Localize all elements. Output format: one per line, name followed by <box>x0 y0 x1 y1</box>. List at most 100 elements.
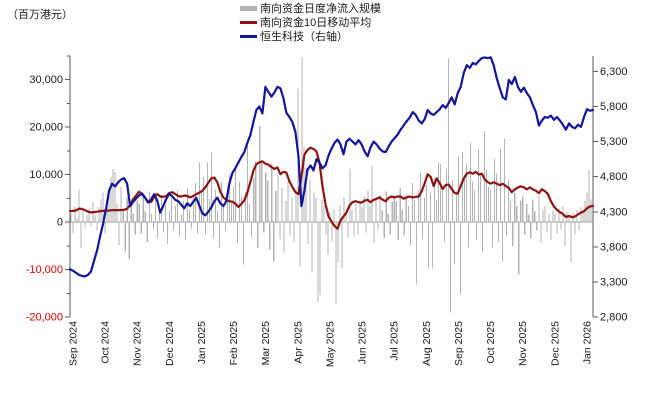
daily-net-inflow-bar <box>558 208 560 223</box>
x-axis-month-label: Apr 2025 <box>292 321 304 364</box>
daily-net-inflow-bar <box>202 177 205 223</box>
daily-net-inflow-bar <box>287 181 289 223</box>
legend: 南向资金日度净流入规模 南向资金10日移动平均 恒生科技（右轴） <box>240 1 381 43</box>
daily-net-inflow-bar <box>335 222 337 304</box>
daily-net-inflow-bar <box>76 217 78 223</box>
daily-net-inflow-bar <box>204 222 207 235</box>
daily-net-inflow-bar <box>508 180 510 223</box>
daily-net-inflow-bar <box>98 206 100 223</box>
daily-net-inflow-bar <box>570 222 572 263</box>
x-axis-month-label: Nov 2025 <box>517 321 529 366</box>
legend-item-daily-net-inflow: 南向资金日度净流入规模 <box>240 1 381 15</box>
daily-net-inflow-bar <box>413 200 415 223</box>
daily-net-inflow-bar <box>536 222 538 231</box>
daily-net-inflow-bar <box>223 206 225 223</box>
daily-net-inflow-bar <box>455 191 458 223</box>
daily-net-inflow-bar <box>409 222 411 245</box>
daily-net-inflow-bar <box>574 222 576 235</box>
daily-net-inflow-bar <box>213 222 215 239</box>
daily-net-inflow-bar <box>447 58 449 223</box>
daily-net-inflow-bar <box>427 222 429 268</box>
daily-net-inflow-bar <box>407 205 409 223</box>
daily-net-inflow-bar <box>184 222 186 241</box>
daily-net-inflow-bar <box>253 177 255 223</box>
daily-net-inflow-bar <box>588 169 590 223</box>
daily-net-inflow-bar <box>419 172 421 223</box>
x-axis-month-label: Jul 2025 <box>389 321 401 361</box>
daily-net-inflow-bar <box>90 222 92 227</box>
southbound-ma10-line <box>68 146 595 230</box>
daily-net-inflow-bar <box>148 191 150 223</box>
daily-net-inflow-bar <box>548 213 550 223</box>
daily-net-inflow-bar <box>323 205 325 223</box>
daily-net-inflow-bar <box>560 222 562 230</box>
daily-net-inflow-bar <box>241 196 243 223</box>
left-axis-tick-label: 20,000 <box>29 122 63 134</box>
daily-net-inflow-bar <box>269 222 271 250</box>
daily-net-inflow-bar <box>263 222 265 233</box>
daily-net-inflow-bar <box>486 168 488 223</box>
daily-net-inflow-bar <box>180 214 182 223</box>
daily-net-inflow-bar <box>249 204 251 223</box>
daily-net-inflow-bar <box>104 222 106 234</box>
daily-net-inflow-bar <box>498 222 500 243</box>
daily-net-inflow-bar <box>251 222 253 238</box>
x-axis-month-label: Jan 2026 <box>581 321 593 364</box>
daily-net-inflow-bar <box>431 222 433 269</box>
x-axis-month-label: Dec 2025 <box>549 321 561 366</box>
daily-net-inflow-bar <box>331 222 333 243</box>
daily-net-inflow-bar <box>512 222 514 246</box>
daily-net-inflow-bar <box>281 187 283 223</box>
daily-net-inflow-bar <box>237 222 239 243</box>
daily-net-inflow-bar <box>206 162 209 223</box>
daily-net-inflow-bar <box>425 185 427 223</box>
daily-net-inflow-bar <box>465 163 468 223</box>
daily-net-inflow-bar <box>200 192 203 223</box>
daily-net-inflow-bar <box>311 222 313 273</box>
daily-net-inflow-bar <box>375 199 377 223</box>
daily-net-inflow-bar <box>359 200 361 223</box>
daily-net-inflow-bar <box>291 197 293 223</box>
daily-net-inflow-bar <box>459 222 462 295</box>
daily-net-inflow-bar <box>275 190 277 223</box>
daily-net-inflow-bar <box>453 222 456 264</box>
daily-net-inflow-bar <box>393 195 395 223</box>
daily-net-inflow-bar <box>321 199 323 223</box>
daily-net-inflow-bar <box>82 211 84 223</box>
daily-net-inflow-bar <box>449 222 452 313</box>
daily-net-inflow-bar <box>144 211 146 223</box>
daily-net-inflow-bar <box>461 151 464 223</box>
daily-net-inflow-bar <box>217 210 219 223</box>
left-axis-tick-label: 10,000 <box>29 169 63 181</box>
daily-net-inflow-bar <box>136 200 138 223</box>
left-axis-tick-label: 30,000 <box>29 74 63 86</box>
daily-net-inflow-bar <box>532 199 534 223</box>
daily-net-inflow-bar <box>341 222 343 269</box>
daily-net-inflow-bar <box>146 222 148 243</box>
daily-net-inflow-bar <box>474 189 476 223</box>
daily-net-inflow-bar <box>554 213 556 223</box>
daily-net-inflow-bar <box>188 209 191 223</box>
daily-net-inflow-bar <box>271 163 273 223</box>
right-axis-tick-label: 5,300 <box>600 136 628 148</box>
daily-net-inflow-bar <box>353 222 355 237</box>
daily-net-inflow-bar <box>289 222 291 236</box>
daily-net-inflow-bar <box>550 222 552 241</box>
daily-net-inflow-bar <box>506 222 508 236</box>
daily-net-inflow-bar <box>74 205 76 223</box>
daily-net-inflow-bar <box>383 222 385 239</box>
daily-net-inflow-bar <box>130 205 132 223</box>
daily-net-inflow-bar <box>170 197 172 223</box>
daily-net-inflow-bar <box>421 222 423 240</box>
daily-net-inflow-bar <box>235 168 237 223</box>
daily-net-inflow-bar <box>349 168 351 223</box>
daily-net-inflow-bar <box>168 210 170 223</box>
daily-net-inflow-bar <box>279 222 281 240</box>
daily-net-inflow-bar <box>122 209 124 223</box>
daily-net-inflow-bar <box>389 222 391 235</box>
right-axis-tick-label: 3,800 <box>600 241 628 253</box>
daily-net-inflow-bar <box>259 125 261 223</box>
daily-net-inflow-bar <box>128 222 130 260</box>
daily-net-inflow-bar <box>534 211 536 223</box>
x-axis-month-label: Oct 2025 <box>485 321 497 364</box>
